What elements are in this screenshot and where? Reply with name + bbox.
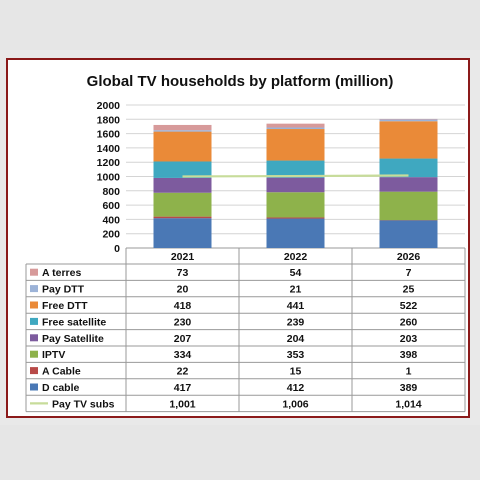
bar-segment-a-terres-2026	[379, 118, 438, 120]
table-cell: 1,001	[169, 398, 195, 410]
bar-segment-free-dtt-2026	[379, 121, 438, 159]
top-background-band	[0, 0, 480, 50]
legend-key-swatch	[30, 301, 38, 309]
table-cell: 334	[174, 349, 192, 361]
table-cell: 418	[174, 300, 192, 312]
table-cell: 204	[287, 333, 305, 345]
table-row-label: A Cable	[42, 366, 81, 378]
table-row-label: Pay TV subs	[52, 398, 115, 410]
table-cell: 260	[400, 316, 418, 328]
legend-key-swatch	[30, 334, 38, 342]
legend-key-swatch	[30, 383, 38, 391]
table-cell: 20	[177, 284, 189, 296]
bar-segment-pay-satellite-2026	[379, 177, 438, 192]
table-cell: 522	[400, 300, 418, 312]
chart-card: Global TV households by platform (millio…	[6, 58, 470, 418]
y-tick-label: 1400	[97, 143, 121, 155]
table-cell: 1	[406, 366, 412, 378]
bar-segment-a-terres-2022	[266, 123, 325, 128]
y-tick-label: 1800	[97, 114, 121, 126]
table-row-label: D cable	[42, 382, 80, 394]
y-tick-label: 600	[102, 200, 120, 212]
legend-key-swatch	[30, 317, 38, 325]
y-tick-label: 1000	[97, 172, 121, 184]
table-cell: 389	[400, 382, 418, 394]
table-cell: 441	[287, 300, 305, 312]
legend-key-swatch	[30, 268, 38, 276]
y-tick-label: 400	[102, 214, 120, 226]
bar-segment-iptv-2026	[379, 191, 438, 221]
chart-title: Global TV households by platform (millio…	[87, 73, 394, 90]
bar-segment-d-cable-2022	[266, 218, 325, 248]
table-row-label: Free satellite	[42, 316, 106, 328]
bar-segment-free-satellite-2022	[266, 160, 325, 178]
table-cell: 207	[174, 333, 192, 345]
table-cell: 25	[403, 284, 415, 296]
bar-segment-pay-satellite-2021	[153, 177, 212, 193]
table-header-2026: 2026	[397, 251, 421, 263]
y-tick-label: 2000	[97, 100, 121, 112]
table-cell: 1,014	[395, 398, 421, 410]
table-row-label: Pay DTT	[42, 284, 85, 296]
y-tick-label: 0	[114, 243, 120, 255]
legend-key-swatch	[30, 350, 38, 358]
bar-segment-pay-satellite-2022	[266, 177, 325, 193]
table-cell: 1,006	[282, 398, 308, 410]
bar-segment-free-dtt-2022	[266, 129, 325, 161]
table-cell: 73	[177, 267, 189, 279]
bar-segment-d-cable-2021	[153, 218, 212, 248]
table-row-label: IPTV	[42, 349, 65, 361]
table-cell: 417	[174, 382, 192, 394]
table-cell: 54	[290, 267, 302, 279]
bar-segment-free-dtt-2021	[153, 131, 212, 162]
line-pay-tv-subs	[182, 174, 409, 178]
bar-segment-iptv-2021	[153, 192, 212, 217]
bar-segment-pay-dtt-2022	[266, 127, 325, 130]
table-cell: 239	[287, 316, 305, 328]
bar-segment-a-cable-2022	[266, 217, 325, 219]
bar-segment-pay-dtt-2021	[153, 130, 212, 132]
table-row-label: Free DTT	[42, 300, 88, 312]
table-cell: 22	[177, 366, 189, 378]
y-tick-label: 1200	[97, 157, 121, 169]
pay-tv-subs-line	[182, 174, 409, 178]
y-tick-label: 800	[102, 186, 120, 198]
stacked-bar-chart: Global TV households by platform (millio…	[25, 73, 466, 413]
table-cell: 398	[400, 349, 418, 361]
bar-segment-a-terres-2021	[153, 124, 212, 131]
bar-segment-pay-dtt-2026	[379, 119, 438, 122]
table-cell: 412	[287, 382, 305, 394]
bar-segment-free-satellite-2021	[153, 161, 212, 178]
bars	[153, 118, 438, 248]
table-cell: 7	[406, 267, 412, 279]
table-row-label: Pay Satellite	[42, 333, 104, 345]
table-cell: 230	[174, 316, 192, 328]
bar-segment-iptv-2022	[266, 192, 325, 218]
y-axis-ticks: 0 200 400 600 800 1000 1200 1400 1600 1800 2000	[97, 100, 121, 255]
bottom-background-band	[0, 425, 480, 480]
legend-key-swatch	[30, 285, 38, 293]
table-header-2022: 2022	[284, 251, 308, 263]
legend-key-swatch	[30, 367, 38, 375]
table-cell: 353	[287, 349, 305, 361]
table-cell: 15	[290, 366, 302, 378]
y-tick-label: 200	[102, 229, 120, 241]
bar-segment-d-cable-2026	[379, 220, 438, 248]
bar-segment-free-satellite-2026	[379, 158, 438, 178]
table-row-label: A terres	[42, 267, 81, 279]
table-cell: 21	[290, 284, 302, 296]
table-header-2021: 2021	[171, 251, 195, 263]
y-tick-label: 1600	[97, 129, 121, 141]
table-cell: 203	[400, 333, 418, 345]
bar-segment-a-cable-2021	[153, 216, 212, 219]
